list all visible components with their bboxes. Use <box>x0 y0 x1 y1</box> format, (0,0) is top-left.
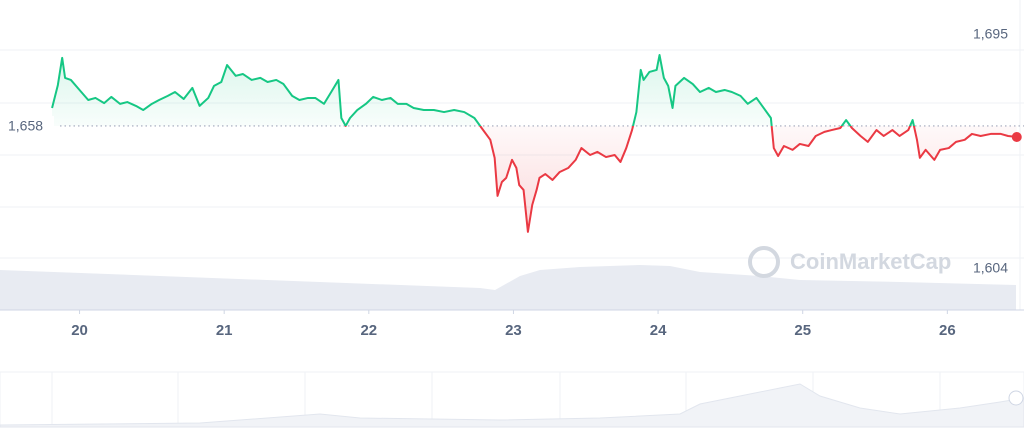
watermark-logo <box>748 246 780 278</box>
x-tick-label: 23 <box>505 322 522 339</box>
price-area <box>52 55 1017 232</box>
y-tick-label: 1,604 <box>973 259 1008 275</box>
x-tick-label: 22 <box>360 322 377 339</box>
watermark-text: CoinMarketCap <box>790 249 951 274</box>
y-tick-label: 1,695 <box>973 26 1008 42</box>
x-tick-label: 20 <box>71 322 88 339</box>
last-point <box>1011 132 1022 143</box>
x-tick-label: 21 <box>216 322 233 339</box>
baseline-label-bg <box>0 115 54 136</box>
baseline-label: 1,658 <box>8 118 43 134</box>
navigator <box>0 371 1024 428</box>
watermark: CoinMarketCap <box>748 246 951 278</box>
x-tick-label: 26 <box>939 322 956 339</box>
navigator-handle[interactable] <box>1008 390 1024 406</box>
x-tick-label: 24 <box>650 322 667 339</box>
price-line <box>51 54 1017 233</box>
x-tick-label: 25 <box>794 322 811 339</box>
